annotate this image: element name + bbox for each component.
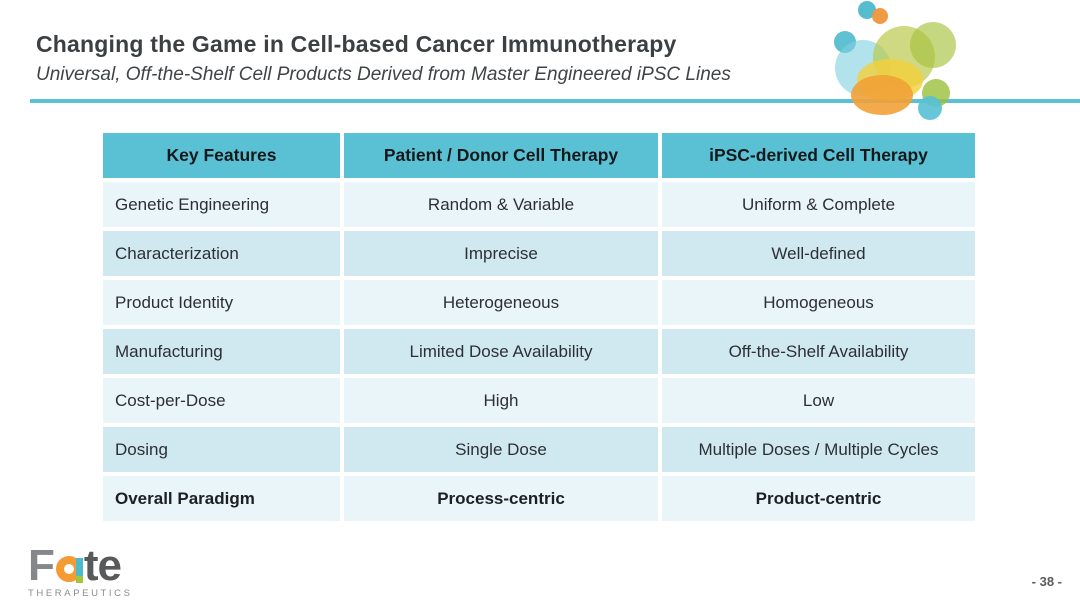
bubble-cluster-decoration: [834, 0, 1080, 125]
value-cell: Low: [662, 378, 975, 423]
feature-cell: Product Identity: [103, 280, 340, 325]
value-cell: Imprecise: [344, 231, 658, 276]
logo-subtext: THERAPEUTICS: [28, 588, 133, 599]
slide-subtitle: Universal, Off-the-Shelf Cell Products D…: [36, 64, 731, 85]
value-cell: Limited Dose Availability: [344, 329, 658, 374]
bubble-orange-small-icon: [872, 8, 888, 24]
logo-letter-f: F: [28, 541, 55, 591]
value-cell: High: [344, 378, 658, 423]
column-header: iPSC-derived Cell Therapy: [662, 133, 975, 178]
value-cell: Well-defined: [662, 231, 975, 276]
logo-a-teal-stem: [75, 558, 83, 576]
table-header-row: Key Features Patient / Donor Cell Therapy…: [103, 133, 975, 178]
logo-a-green-tip: [75, 576, 83, 583]
logo-wordmark: F te: [28, 541, 133, 591]
column-header: Patient / Donor Cell Therapy: [344, 133, 658, 178]
feature-cell: Dosing: [103, 427, 340, 472]
comparison-table-body: Genetic Engineering Random & Variable Unif…: [103, 182, 975, 521]
table-row: Product Identity Heterogeneous Homogeneous: [103, 280, 975, 325]
comparison-table: Key Features Patient / Donor Cell Therapy…: [99, 129, 979, 525]
feature-cell: Manufacturing: [103, 329, 340, 374]
bubble-blue-small-icon: [918, 96, 942, 120]
value-cell: Off-the-Shelf Availability: [662, 329, 975, 374]
value-cell: Single Dose: [344, 427, 658, 472]
bubble-green-icon: [910, 22, 956, 68]
feature-cell: Characterization: [103, 231, 340, 276]
fate-therapeutics-logo: F te THERAPEUTICS: [28, 541, 133, 599]
page-number: - 38 -: [1031, 574, 1062, 589]
bubble-teal-small-icon: [858, 1, 876, 19]
value-cell: Random & Variable: [344, 182, 658, 227]
feature-cell: Cost-per-Dose: [103, 378, 340, 423]
feature-cell: Overall Paradigm: [103, 476, 340, 521]
bubble-orange-large-icon: [851, 75, 913, 115]
table-row: Genetic Engineering Random & Variable Unif…: [103, 182, 975, 227]
value-cell: Product-centric: [662, 476, 975, 521]
logo-letters-te: te: [83, 541, 122, 591]
value-cell: Heterogeneous: [344, 280, 658, 325]
table-row: Characterization Imprecise Well-defined: [103, 231, 975, 276]
table-row: Manufacturing Limited Dose Availability Of…: [103, 329, 975, 374]
value-cell: Multiple Doses / Multiple Cycles: [662, 427, 975, 472]
header-divider-rule: [30, 99, 1080, 103]
feature-cell: Genetic Engineering: [103, 182, 340, 227]
table-row: Cost-per-Dose High Low: [103, 378, 975, 423]
table-row: Dosing Single Dose Multiple Doses / Multip…: [103, 427, 975, 472]
logo-letter-a-icon: [55, 556, 83, 584]
table-row: Overall Paradigm Process-centric Product-c…: [103, 476, 975, 521]
slide-title: Changing the Game in Cell-based Cancer I…: [36, 31, 677, 57]
column-header: Key Features: [103, 133, 340, 178]
value-cell: Uniform & Complete: [662, 182, 975, 227]
value-cell: Process-centric: [344, 476, 658, 521]
comparison-table-container: Key Features Patient / Donor Cell Therapy…: [99, 129, 979, 525]
value-cell: Homogeneous: [662, 280, 975, 325]
